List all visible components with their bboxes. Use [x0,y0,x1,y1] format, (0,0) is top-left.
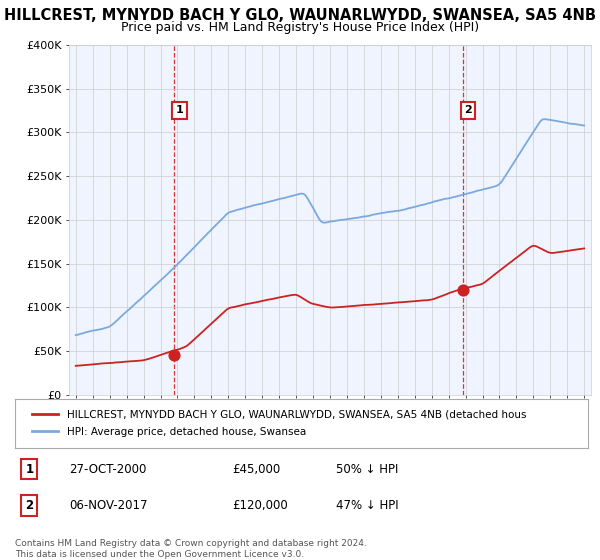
Text: 06-NOV-2017: 06-NOV-2017 [70,499,148,512]
Text: 27-OCT-2000: 27-OCT-2000 [70,463,147,475]
Text: 47% ↓ HPI: 47% ↓ HPI [336,499,398,512]
Text: 50% ↓ HPI: 50% ↓ HPI [336,463,398,475]
Point [458,286,468,295]
Legend: HILLCREST, MYNYDD BACH Y GLO, WAUNARLWYDD, SWANSEA, SA5 4NB (detached hous, HPI:: HILLCREST, MYNYDD BACH Y GLO, WAUNARLWYD… [26,403,532,444]
Text: 1: 1 [176,105,184,115]
Text: Contains HM Land Registry data © Crown copyright and database right 2024.
This d: Contains HM Land Registry data © Crown c… [15,539,367,559]
Text: 2: 2 [464,105,472,115]
Text: 2: 2 [25,499,34,512]
Text: 1: 1 [25,463,34,475]
Point [170,351,179,360]
Text: Price paid vs. HM Land Registry's House Price Index (HPI): Price paid vs. HM Land Registry's House … [121,21,479,34]
Text: HILLCREST, MYNYDD BACH Y GLO, WAUNARLWYDD, SWANSEA, SA5 4NB: HILLCREST, MYNYDD BACH Y GLO, WAUNARLWYD… [4,8,596,24]
Text: £120,000: £120,000 [233,499,289,512]
Text: £45,000: £45,000 [233,463,281,475]
